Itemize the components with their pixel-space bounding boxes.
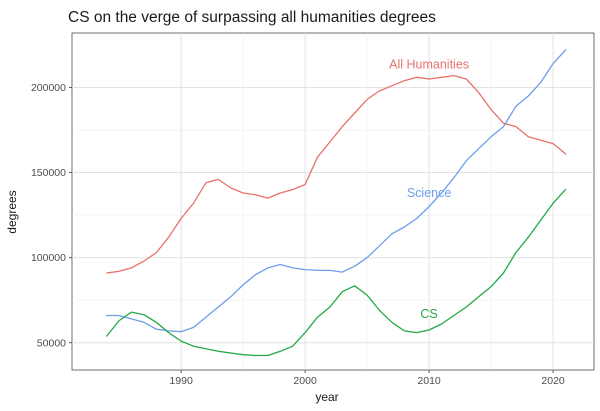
y-tick-label: 200000	[31, 82, 66, 94]
y-tick-label: 50000	[37, 337, 66, 349]
series-label-all-humanities: All Humanities	[389, 57, 469, 71]
y-axis-label: degrees	[5, 190, 19, 233]
series-line-all-humanities	[106, 74, 567, 274]
plot-panel	[71, 32, 595, 371]
x-tick-label: 2020	[541, 375, 565, 387]
series-lines	[106, 49, 567, 357]
grid-lines	[72, 33, 594, 370]
plot-area	[71, 32, 595, 371]
series-label-cs: CS	[420, 307, 437, 321]
chart-title: CS on the verge of surpassing all humani…	[68, 9, 436, 26]
series-line-science	[106, 49, 567, 333]
y-tick-label: 100000	[31, 252, 66, 264]
x-tick-label: 2000	[293, 375, 317, 387]
axis-ticks: 1990 2000 2010 2020 50000 100000 150000 200000	[31, 82, 565, 387]
x-axis-label: year	[315, 390, 338, 404]
series-label-science: Science	[407, 186, 452, 200]
x-tick-label: 2010	[417, 375, 441, 387]
x-tick-label: 1990	[169, 375, 193, 387]
y-tick-label: 150000	[31, 167, 66, 179]
series-labels: All Humanities Science CS	[389, 57, 469, 320]
series-line-cs	[106, 188, 567, 357]
